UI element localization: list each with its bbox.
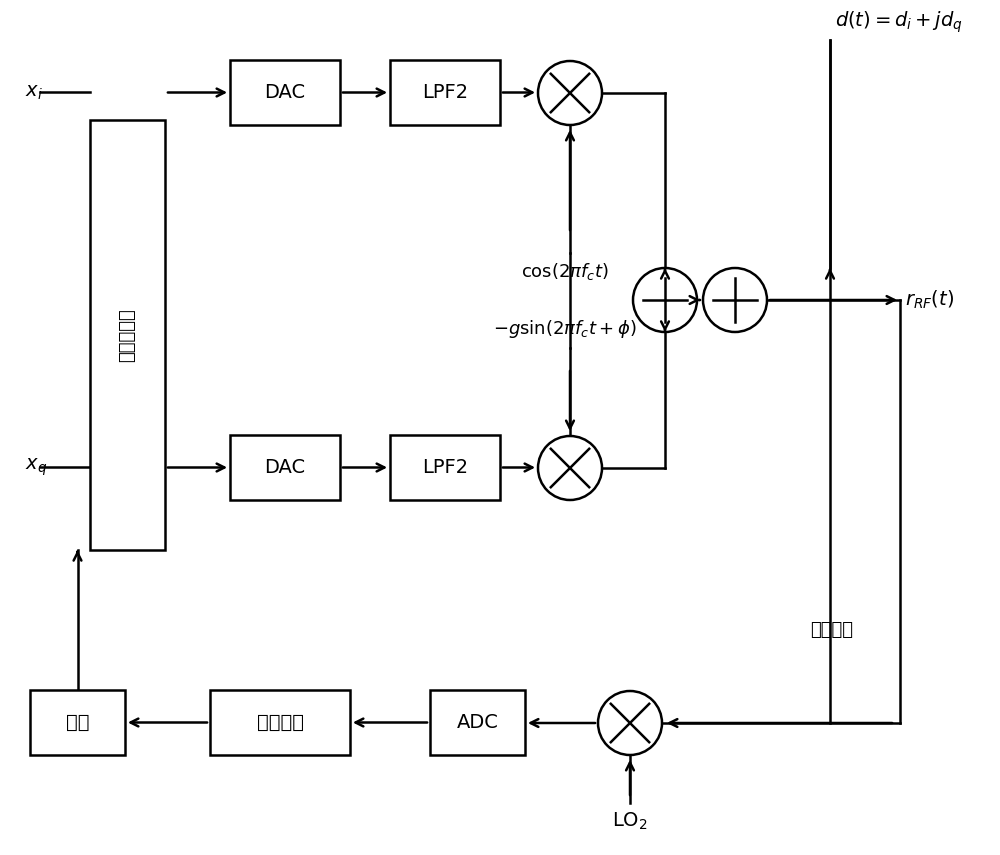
Bar: [90, 120, 165, 550]
Bar: [390, 435, 500, 500]
Text: LPF2: LPF2: [422, 458, 468, 477]
Text: $x_q$: $x_q$: [25, 457, 47, 478]
Circle shape: [538, 61, 602, 125]
Bar: [30, 690, 125, 755]
Text: 数字解调: 数字解调: [256, 713, 304, 732]
Bar: [210, 690, 350, 755]
Text: 预失真模块: 预失真模块: [119, 308, 136, 362]
Text: ADC: ADC: [457, 713, 498, 732]
Text: DAC: DAC: [264, 458, 306, 477]
Text: $r_{RF}(t)$: $r_{RF}(t)$: [905, 289, 954, 311]
Circle shape: [703, 268, 767, 332]
Bar: [430, 690, 525, 755]
Text: LPF2: LPF2: [422, 83, 468, 102]
Text: $\cos(2\pi f_c t)$: $\cos(2\pi f_c t)$: [521, 261, 609, 282]
Text: $d(t) = d_i + jd_q$: $d(t) = d_i + jd_q$: [835, 9, 963, 35]
Text: DAC: DAC: [264, 83, 306, 102]
Bar: [230, 60, 340, 125]
Text: $-g\sin(2\pi f_c t+\phi)$: $-g\sin(2\pi f_c t+\phi)$: [493, 318, 637, 340]
Text: 估计: 估计: [66, 713, 89, 732]
Circle shape: [598, 691, 662, 755]
Bar: [230, 435, 340, 500]
Text: $x_i$: $x_i$: [25, 83, 43, 102]
Bar: [390, 60, 500, 125]
Circle shape: [633, 268, 697, 332]
Text: 反馈回路: 反馈回路: [810, 621, 853, 639]
Circle shape: [538, 436, 602, 500]
Text: $\mathrm{LO}_2$: $\mathrm{LO}_2$: [612, 811, 648, 832]
